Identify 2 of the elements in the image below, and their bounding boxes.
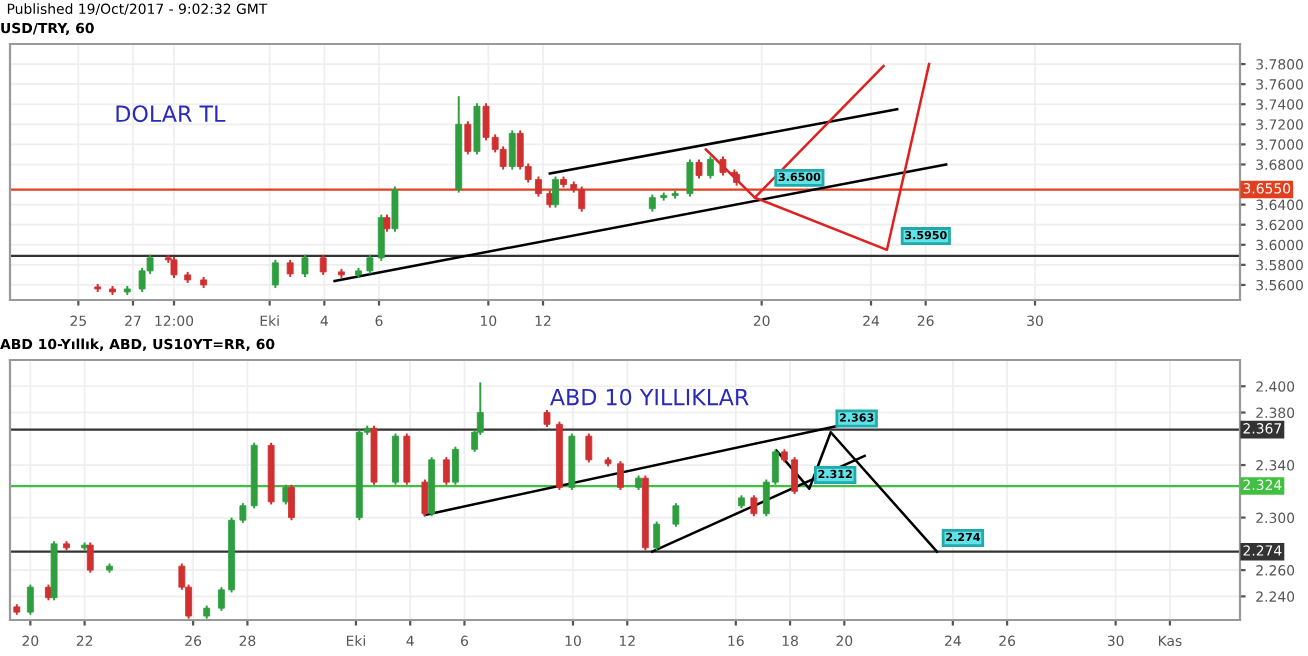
annotation: ABD 10 YILLIKLAR [550, 388, 749, 406]
annotation: DOLAR TL [116, 105, 226, 123]
